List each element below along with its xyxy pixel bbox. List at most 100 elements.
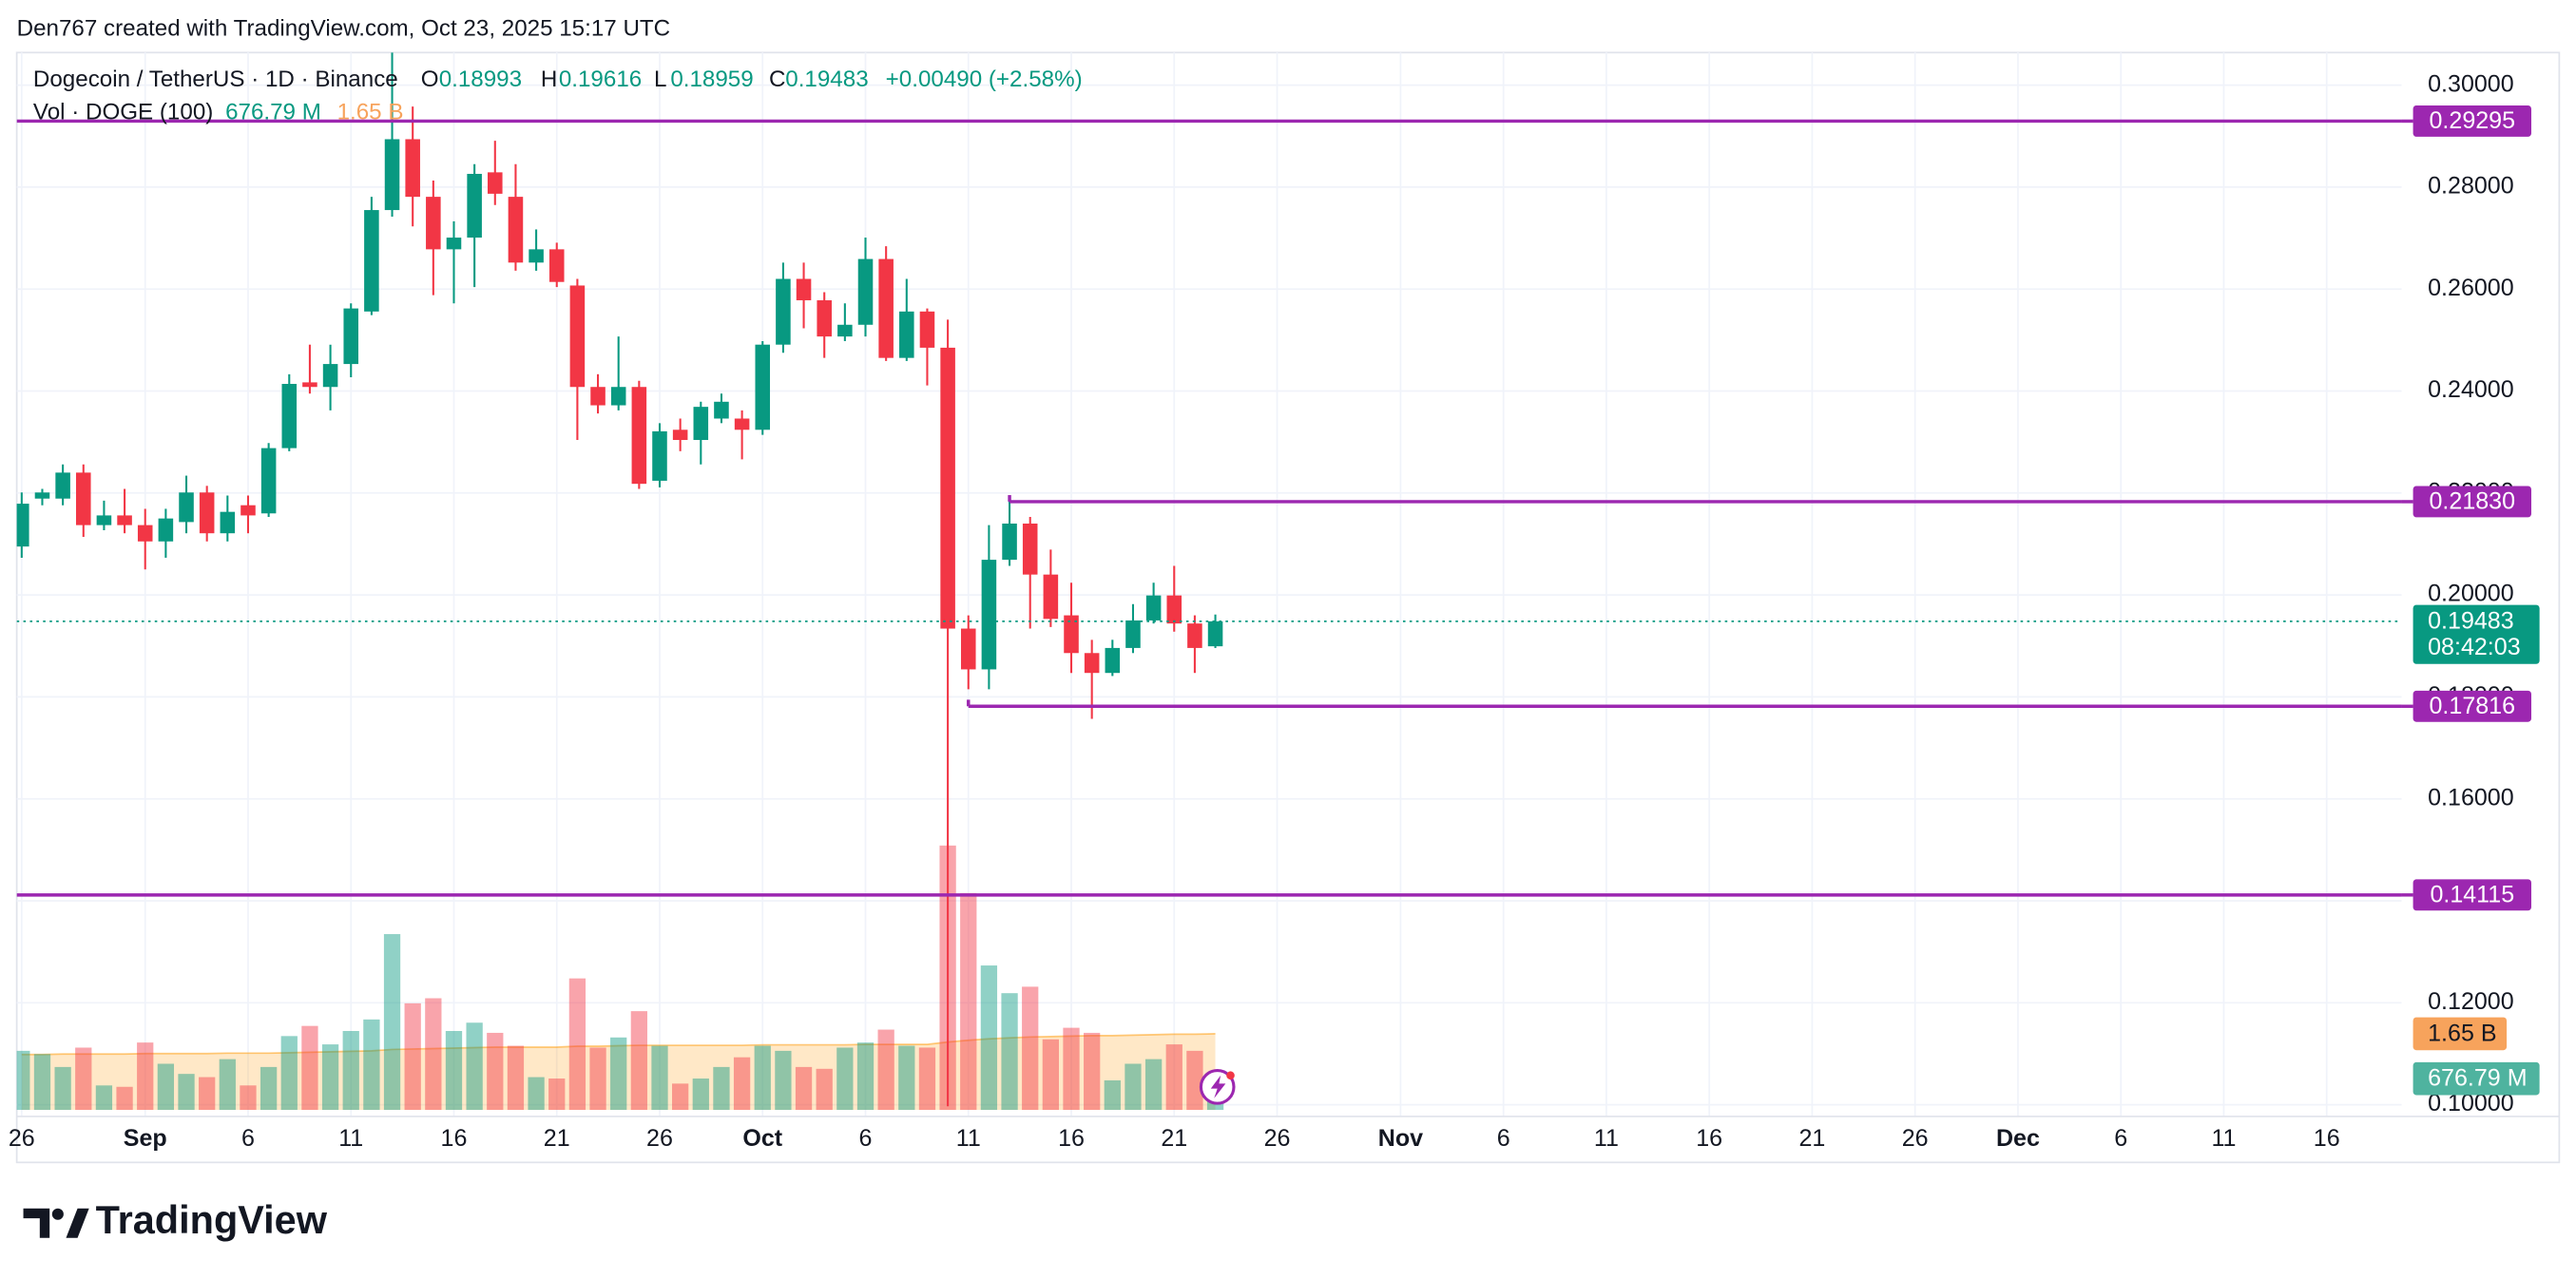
frame — [15, 51, 2561, 1164]
candle-body — [610, 387, 626, 406]
ohlc-value: 0.19616 — [559, 67, 642, 92]
volume-bar — [795, 1066, 813, 1111]
candle-body — [960, 628, 976, 670]
volume-bar — [568, 978, 586, 1111]
level-badge — [2413, 879, 2531, 911]
candle-body — [1105, 647, 1121, 674]
candle-body — [672, 430, 688, 441]
volume-bar — [816, 1068, 833, 1111]
y-tick-label: 0.28000 — [2428, 173, 2514, 200]
symbol-title: Dogecoin / TetherUS · 1D · Binance — [33, 67, 398, 92]
volume-bar — [918, 1047, 936, 1111]
candle-body — [260, 448, 277, 514]
volume-bar — [199, 1077, 216, 1111]
volume-bar — [1022, 986, 1039, 1111]
candle-body — [878, 258, 894, 358]
x-tick-label: 21 — [1161, 1125, 1187, 1152]
volume-ma-badge — [2413, 1017, 2508, 1051]
y-tick-label: 0.26000 — [2428, 275, 2514, 301]
candle-body — [199, 492, 215, 534]
volume-bar — [321, 1044, 339, 1111]
volume-ma-line — [21, 1033, 1216, 1056]
candle-body — [55, 472, 70, 499]
price-badge — [2413, 604, 2540, 664]
candle-body — [857, 258, 874, 325]
lightning-icon — [1199, 1069, 1236, 1105]
volume-bar — [1125, 1063, 1142, 1111]
ohlc-key: H — [541, 67, 557, 92]
candle-body — [529, 249, 544, 263]
candle-body — [1064, 615, 1079, 654]
volume-bar — [548, 1079, 566, 1111]
x-tick-label: 6 — [1497, 1125, 1510, 1152]
y-tick-label: 0.20000 — [2428, 581, 2514, 607]
volume-bar — [342, 1031, 359, 1111]
y-tick-label: 0.24000 — [2428, 376, 2514, 403]
volume-bar — [754, 1045, 771, 1111]
volume-bar — [960, 892, 977, 1111]
candle-body — [548, 249, 565, 282]
candle-body — [714, 401, 729, 419]
level-label: 0.21830 — [2430, 487, 2516, 514]
volume-bar — [54, 1066, 71, 1111]
y-tick-label: 0.12000 — [2428, 988, 2514, 1015]
x-tick-label: 11 — [956, 1125, 981, 1152]
candle-body — [569, 285, 586, 388]
candle-body — [734, 418, 750, 430]
candle-body — [96, 515, 112, 525]
y-tick-label: 0.30000 — [2428, 70, 2514, 97]
volume-bar — [836, 1047, 854, 1111]
candle-body — [693, 407, 709, 441]
volume-bar — [425, 998, 442, 1111]
x-tick-label: 6 — [241, 1125, 255, 1152]
volume-bar — [877, 1029, 894, 1111]
candle-body — [940, 347, 955, 629]
candle-body — [281, 384, 298, 449]
x-tick-label: 26 — [1902, 1125, 1929, 1152]
candle-body — [405, 139, 420, 198]
x-tick-label: 6 — [2114, 1125, 2127, 1152]
x-tick-label: Dec — [1996, 1125, 2040, 1152]
logo: TradingView — [23, 1197, 328, 1242]
volume-bar — [1084, 1032, 1101, 1111]
candle-body — [776, 278, 791, 345]
x-tick-label: 21 — [544, 1125, 570, 1152]
volume-badge — [2413, 1061, 2540, 1096]
volume-bar — [589, 1047, 606, 1111]
x-tick-label: 26 — [9, 1125, 35, 1152]
candle-body — [1002, 524, 1017, 561]
x-tick-label: 26 — [646, 1125, 673, 1152]
volume-bar — [16, 1050, 30, 1111]
volume-bar — [1001, 993, 1018, 1111]
volume-bar — [651, 1045, 668, 1111]
x-tick-label: 11 — [1594, 1125, 1619, 1152]
volume-ma-label: 1.65 B — [2428, 1020, 2496, 1046]
candle-body — [1022, 524, 1038, 575]
x-tick-label: 16 — [2314, 1125, 2340, 1152]
volume-bar — [1042, 1039, 1060, 1111]
x-tick-label: 11 — [338, 1125, 363, 1152]
level-badge — [2413, 486, 2531, 518]
level-label: 0.29295 — [2430, 107, 2516, 134]
candle-body — [631, 387, 647, 485]
volume-bar — [1165, 1044, 1182, 1111]
volume-bar — [672, 1083, 689, 1111]
candle-body — [426, 197, 441, 250]
candle-body — [137, 525, 153, 542]
volume-bar — [445, 1031, 463, 1111]
candle-body — [796, 278, 812, 301]
candle-body — [652, 430, 667, 481]
volume-bar — [157, 1063, 175, 1111]
volume-bar — [301, 1025, 318, 1111]
volume-bar — [178, 1074, 195, 1111]
volume-bar — [1063, 1027, 1080, 1111]
candle-body — [590, 387, 606, 406]
attribution: Den767 created with TradingView.com, Oct… — [17, 15, 671, 41]
candle-body — [343, 308, 359, 365]
ohlc-value: 0.19483 — [785, 67, 868, 92]
change: +0.00490 (+2.58%) — [886, 67, 1083, 92]
candle-body — [220, 511, 236, 534]
volume-bar — [260, 1066, 278, 1111]
